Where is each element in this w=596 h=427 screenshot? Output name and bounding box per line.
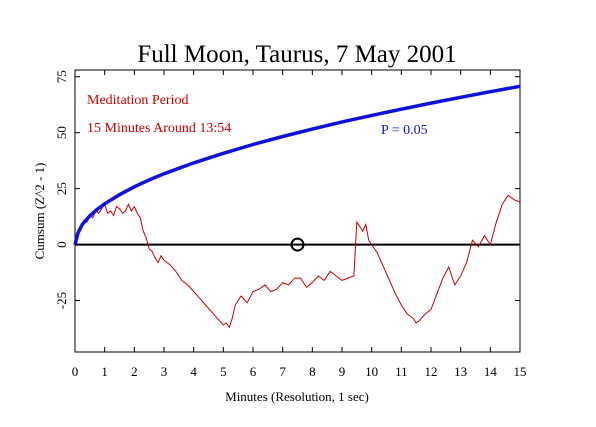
x-tick-label: 14: [484, 364, 498, 379]
x-tick-label: 10: [365, 364, 378, 379]
x-tick-label: 2: [131, 364, 138, 379]
y-tick-label: -25: [54, 292, 69, 309]
x-tick-label: 4: [190, 364, 197, 379]
y-tick-label: 0: [54, 241, 69, 248]
x-axis-label: Minutes (Resolution, 1 sec): [225, 389, 369, 404]
y-tick-label: 50: [54, 126, 69, 139]
x-tick-label: 11: [395, 364, 408, 379]
y-axis-label: Cumsum (Z^2 - 1): [32, 163, 47, 260]
x-tick-label: 0: [72, 364, 79, 379]
annotation-meditation-period: Meditation Period: [87, 93, 189, 108]
series-line-cumsum: [74, 194, 521, 329]
plot-frame: [74, 69, 521, 353]
x-axis-ticks: 0 1 2 3 4 5 6 7 8 9 10 11 12 13 14 15: [72, 70, 527, 379]
legend-label-p-0-05: P = 0.05: [381, 123, 428, 138]
x-tick-label: 12: [425, 364, 438, 379]
x-tick-label: 6: [250, 364, 257, 379]
y-axis-ticks: -25 0 25 50 75: [54, 70, 520, 309]
annotation-minutes-around: 15 Minutes Around 13:54: [87, 121, 231, 136]
series-line-p-0-05: [73, 84, 521, 246]
x-tick-label: 13: [454, 364, 467, 379]
x-tick-label: 5: [220, 364, 227, 379]
x-tick-label: 3: [161, 364, 168, 379]
x-tick-label: 1: [101, 364, 108, 379]
midpoint-marker: [290, 237, 305, 252]
y-tick-label: 75: [54, 70, 69, 83]
x-tick-label: 9: [339, 364, 346, 379]
x-tick-label: 15: [514, 364, 527, 379]
x-tick-label: 8: [309, 364, 316, 379]
y-tick-label: 25: [54, 182, 69, 195]
x-tick-label: 7: [279, 364, 286, 379]
chart-title: Full Moon, Taurus, 7 May 2001: [137, 41, 456, 68]
